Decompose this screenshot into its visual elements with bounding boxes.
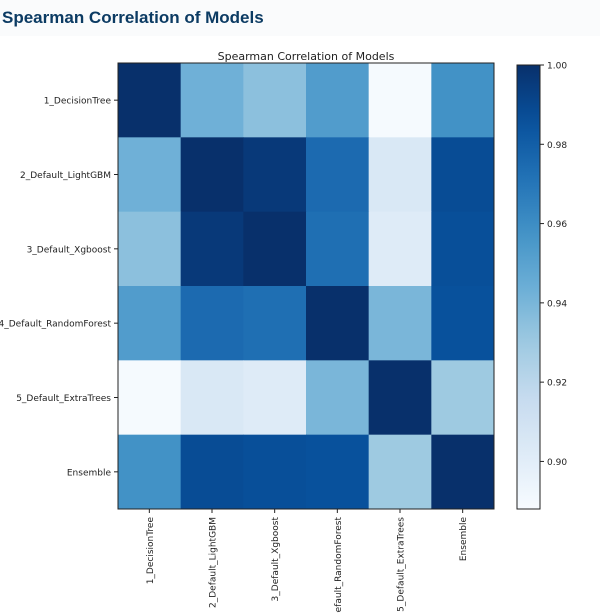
heatmap-cell	[431, 137, 495, 213]
colorbar	[516, 64, 541, 510]
heatmap-cell	[306, 286, 370, 361]
heatmap-cell	[118, 360, 182, 436]
y-tick-label: 3_Default_Xgboost	[27, 245, 112, 255]
heatmap-cell	[431, 63, 495, 138]
heatmap-cell	[243, 63, 307, 138]
heatmap-cell	[180, 63, 244, 138]
page-title: Spearman Correlation of Models	[2, 8, 264, 27]
colorbar-tick-label: 0.92	[547, 379, 567, 389]
heatmap-cell	[180, 137, 244, 213]
colorbar-tick-label: 0.98	[547, 141, 567, 151]
heatmap-cell	[180, 360, 244, 436]
colorbar-tick-label: 1.00	[547, 62, 567, 72]
heatmap-cell	[243, 286, 307, 361]
page-header: Spearman Correlation of Models	[0, 0, 600, 36]
heatmap-cell	[306, 434, 370, 510]
x-tick-label: 4_Default_RandomForest	[334, 517, 344, 613]
x-tick-label: 5_Default_ExtraTrees	[397, 517, 407, 612]
heatmap-cell	[180, 211, 244, 287]
heatmap-cell	[368, 360, 432, 436]
heatmap-cell	[118, 63, 182, 138]
heatmap-cell	[118, 211, 182, 287]
heatmap-cell	[118, 434, 182, 510]
y-tick-label: 5_Default_ExtraTrees	[16, 394, 111, 404]
heatmap-cell	[368, 286, 432, 361]
heatmap-cell	[306, 211, 370, 287]
x-tick-label: 3_Default_Xgboost	[271, 517, 281, 602]
colorbar-tick-label: 0.94	[547, 299, 567, 309]
heatmap-cell	[431, 211, 495, 287]
y-tick-label: 4_Default_RandomForest	[0, 320, 111, 330]
heatmap-cell	[431, 286, 495, 361]
heatmap-cell	[243, 211, 307, 287]
heatmap-cell	[431, 360, 495, 436]
heatmap-cell	[180, 286, 244, 361]
heatmap-cell	[368, 211, 432, 287]
heatmap-cell	[243, 137, 307, 213]
colorbar-tick-label: 0.90	[547, 458, 567, 468]
y-tick-label: 2_Default_LightGBM	[20, 171, 111, 181]
x-tick-label: Ensemble	[459, 517, 469, 562]
heatmap-cell	[118, 137, 182, 213]
y-tick-label: Ensemble	[67, 468, 112, 478]
heatmap-cell	[306, 360, 370, 436]
colorbar-tick-label: 0.96	[547, 220, 567, 230]
heatmap-cell	[243, 360, 307, 436]
heatmap-cell	[306, 137, 370, 213]
heatmap-cell	[306, 63, 370, 138]
heatmap-cell	[180, 434, 244, 510]
heatmap-cell	[368, 137, 432, 213]
y-tick-label: 1_DecisionTree	[44, 97, 112, 107]
plot-frame	[117, 62, 495, 510]
heatmap-cell	[431, 434, 495, 510]
heatmap-cell	[368, 434, 432, 510]
heatmap-cell	[243, 434, 307, 510]
x-tick-label: 2_Default_LightGBM	[209, 517, 219, 608]
x-tick-label: 1_DecisionTree	[146, 517, 156, 585]
heatmap-cell	[118, 286, 182, 361]
chart-title: Spearman Correlation of Models	[218, 50, 395, 63]
heatmap-cell	[368, 63, 432, 138]
